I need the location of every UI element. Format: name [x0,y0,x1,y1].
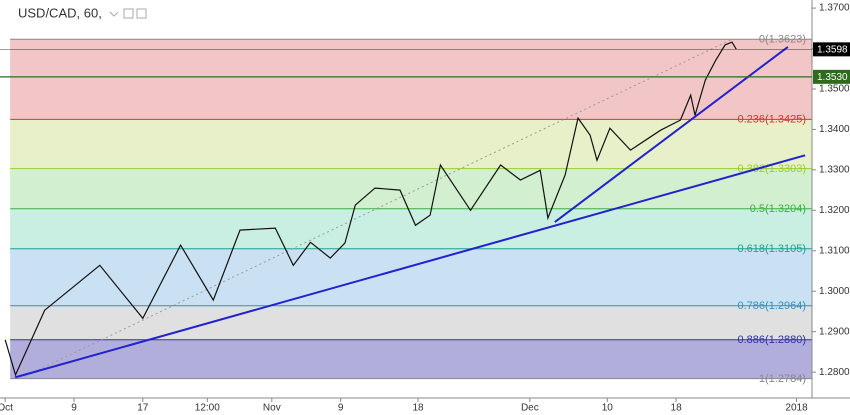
x-tick-label: Oct [0,403,13,414]
trendline [14,154,806,379]
fib-band [10,305,813,340]
y-tick-label: 1.2900 [819,326,850,337]
x-tick-label: 2018 [785,403,808,414]
plot: 0(1.3623) 0.236(1.3425) 0.382(1.3303) 0.5(1… [4,34,813,385]
fib-label: 0(1.3623) [759,34,806,46]
y-tick-label: 1.3000 [819,286,850,297]
y-tick-label: 1.3100 [819,245,850,256]
x-tick-label: 10 [602,403,614,414]
fib-trend [19,38,733,380]
fib-band [10,339,813,379]
x-tick-label: 9 [338,403,344,414]
x-tick-label: Dec [521,403,539,414]
fib-band [10,248,813,306]
settings-icon[interactable] [136,8,147,19]
dropdown-icon[interactable] [109,11,119,17]
x-tick-label: Nov [263,403,281,414]
x-tick-label: 12:00 [195,403,220,414]
y-tick-label: 1.3200 [819,205,850,216]
y-tick-label: 1.3300 [819,165,850,176]
fib-label: 0.236(1.3425) [738,114,807,126]
trendline [554,46,789,223]
price-line-series [4,41,737,377]
price-badge-label: 1.3530 [817,72,848,83]
x-tick-label: 18 [412,403,424,414]
chart-title: USD/CAD, 60, [18,5,102,20]
y-tick-label: 1.2800 [819,367,850,378]
y-tick-label: 1.3400 [819,124,850,135]
fib-band [10,39,813,120]
fib-band [10,119,813,169]
fib-label: 0.382(1.3303) [738,163,807,175]
price-badge [813,69,850,84]
fib-label: 0.618(1.3105) [738,243,807,255]
fib-band [10,168,813,209]
x-tick-label: 9 [71,403,77,414]
x-tick-label: 18 [671,403,683,414]
fib-label: 0.5(1.3204) [750,203,806,215]
fib-label: 0.786(1.2964) [738,300,807,312]
fib-label: 1(1.2784) [759,373,806,385]
price-badge-label: 1.3598 [817,44,848,55]
fib-label: 0.886(1.2880) [738,334,807,346]
y-tick-label: 1.3700 [819,3,850,14]
y-tick-label: 1.3500 [819,84,850,95]
eye-icon[interactable] [123,8,134,19]
x-tick-label: 17 [137,403,149,414]
price-badge [813,42,850,57]
